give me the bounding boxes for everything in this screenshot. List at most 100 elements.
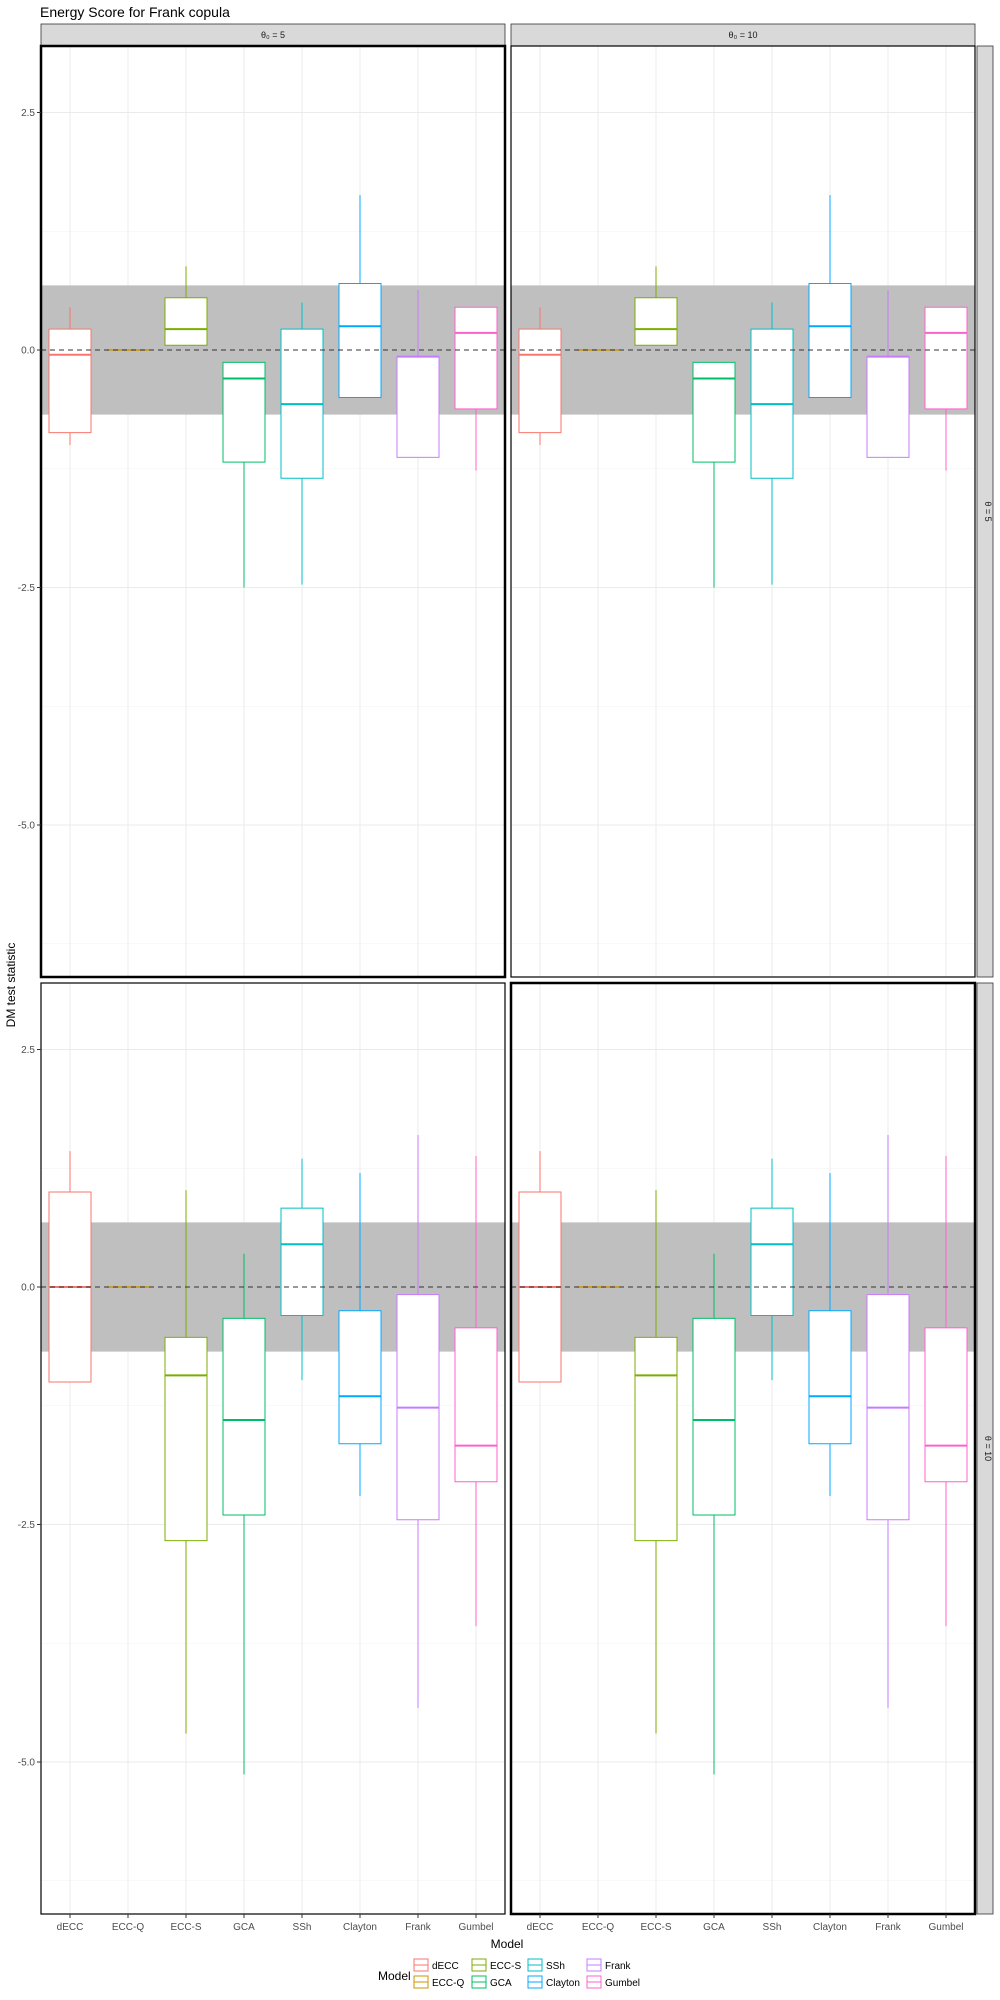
x-tick-label-GCA: GCA [703, 1922, 725, 1933]
legend-title: Model [378, 1969, 411, 1983]
box-SSh [750, 302, 794, 585]
box-ECC-S [164, 266, 208, 346]
box-Frank [866, 1135, 910, 1708]
box-GCA [222, 361, 266, 588]
x-tick-label-Clayton: Clayton [813, 1922, 847, 1933]
legend-label: Gumbel [605, 1978, 640, 1989]
legend-label: ECC-S [490, 1961, 521, 1972]
x-tick-label-ECC-S: ECC-S [640, 1922, 671, 1933]
x-tick-label-dECC: dECC [527, 1922, 554, 1933]
x-tick-label-Frank: Frank [405, 1922, 432, 1933]
y-tick-label: -5.0 [18, 1758, 36, 1769]
y-tick-label: 0.0 [21, 1283, 35, 1294]
box-body [808, 1310, 852, 1445]
x-tick-label-Gumbel: Gumbel [458, 1922, 493, 1933]
box-SSh [280, 1158, 324, 1381]
legend-item-Clayton: Clayton [527, 1975, 580, 1989]
panel-1: -5.0 -2.5 0.0 2.5 [18, 44, 507, 979]
y-tick-label: 2.5 [21, 108, 35, 119]
box-Gumbel [924, 1155, 968, 1627]
legend-item-SSh: SSh [527, 1958, 565, 1972]
box-GCA [692, 1253, 736, 1775]
box-Frank [396, 1135, 440, 1708]
box-SSh [280, 302, 324, 585]
box-body [808, 283, 852, 398]
panel-border [509, 981, 977, 1916]
box-Gumbel [454, 306, 498, 471]
column-strip-label-1: θ₀ = 5 [261, 30, 285, 40]
box-dECC [48, 307, 92, 445]
box-Frank [866, 290, 910, 458]
legend-item-Gumbel: Gumbel [586, 1975, 640, 1989]
column-strip-label-2: θ₀ = 10 [728, 30, 757, 40]
box-Clayton [808, 195, 852, 398]
box-body [866, 356, 910, 458]
panel-4: dECC ECC-Q ECC-S GCA SSh Clayton Frank Gumbel [509, 981, 977, 1933]
box-body [338, 1310, 382, 1445]
row-strip-label-2: θ = 10 [983, 1436, 993, 1461]
box-body [164, 297, 208, 346]
panel-border [40, 982, 506, 1915]
y-tick-label: -2.5 [18, 1520, 36, 1531]
legend-label: ECC-Q [432, 1978, 464, 1989]
legend-item-GCA: GCA [471, 1975, 512, 1989]
x-tick-label-ECC-Q: ECC-Q [582, 1922, 614, 1933]
legend-label: dECC [432, 1961, 459, 1972]
box-body [692, 1317, 736, 1516]
box-SSh [750, 1158, 794, 1381]
y-axis-title: DM test statistic [4, 943, 18, 1028]
box-Clayton [338, 1173, 382, 1496]
box-body [454, 306, 498, 410]
box-GCA [222, 1253, 266, 1775]
box-body [454, 1327, 498, 1483]
x-tick-label-ECC-Q: ECC-Q [112, 1922, 144, 1933]
chart-title: Energy Score for Frank copula [40, 4, 230, 20]
legend: Model dECC ECC-Q ECC-S GCA SSh Clayton Frank Gu… [378, 1958, 640, 1989]
panel-border [39, 44, 507, 979]
y-tick-label: 2.5 [21, 1045, 35, 1056]
x-tick-label-SSh: SSh [293, 1922, 312, 1933]
box-body [164, 1336, 208, 1542]
panel-background [41, 46, 505, 977]
box-body [222, 1317, 266, 1516]
box-body [634, 297, 678, 346]
x-tick-label-dECC: dECC [57, 1922, 84, 1933]
box-Gumbel [454, 1155, 498, 1627]
x-tick-label-Gumbel: Gumbel [928, 1922, 963, 1933]
box-body [396, 356, 440, 458]
box-Frank [396, 290, 440, 458]
legend-item-ECC-S: ECC-S [471, 1958, 521, 1972]
panel-2 [510, 45, 976, 978]
box-ECC-S [634, 266, 678, 346]
legend-item-Frank: Frank [586, 1958, 632, 1972]
x-tick-label-ECC-S: ECC-S [170, 1922, 201, 1933]
legend-label: GCA [490, 1978, 512, 1989]
y-tick-label: -5.0 [18, 821, 36, 832]
legend-item-ECC-Q: ECC-Q [413, 1975, 464, 1989]
box-Clayton [808, 1173, 852, 1496]
panels-layer: θ₀ = 5 θ₀ = 10θ = 5θ = 10-5.0-2.50.02.5-5… [18, 23, 994, 1933]
box-body [924, 306, 968, 410]
box-ECC-S [634, 1190, 678, 1734]
legend-label: Clayton [546, 1978, 580, 1989]
box-body [48, 328, 92, 434]
box-Gumbel [924, 306, 968, 471]
legend-label: Frank [605, 1961, 632, 1972]
row-strip-2 [976, 982, 994, 1915]
x-tick-label-GCA: GCA [233, 1922, 255, 1933]
box-body [924, 1327, 968, 1483]
x-tick-label-SSh: SSh [763, 1922, 782, 1933]
x-axis-title: Model [491, 1937, 524, 1951]
legend-item-dECC: dECC [413, 1958, 459, 1972]
x-tick-label-Clayton: Clayton [343, 1922, 377, 1933]
box-GCA [692, 361, 736, 588]
box-ECC-S [164, 1190, 208, 1734]
row-strip-1 [976, 45, 994, 978]
panel-border [510, 45, 976, 978]
box-body [338, 283, 382, 398]
legend-label: SSh [546, 1961, 565, 1972]
box-body [222, 361, 266, 463]
box-body [518, 328, 562, 434]
box-body [692, 361, 736, 463]
